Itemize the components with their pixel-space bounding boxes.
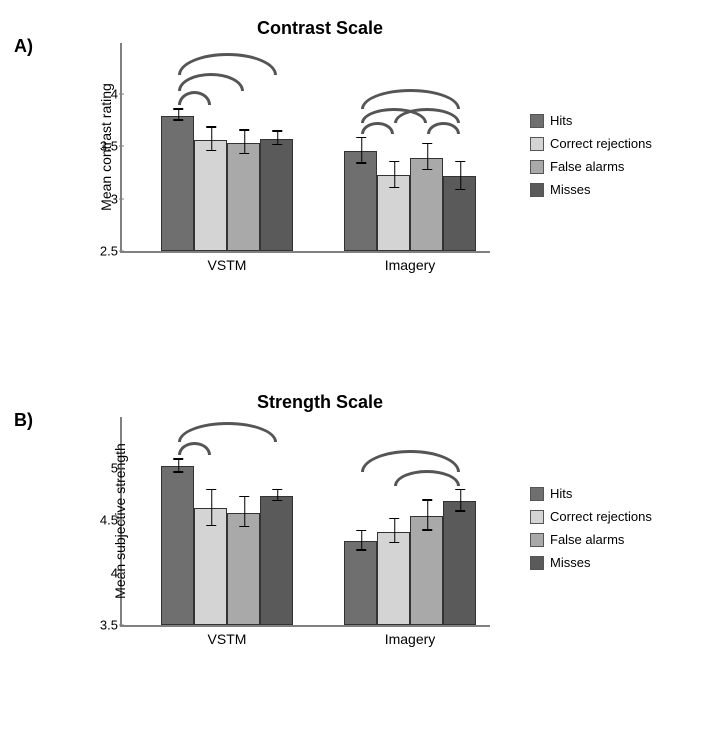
legend-swatch: [530, 533, 544, 547]
legend-item: False alarms: [530, 532, 652, 547]
significance-arc: [427, 122, 460, 134]
chart-b: Strength Scale Mean subjective strength …: [120, 392, 520, 627]
x-group-label: Imagery: [385, 631, 436, 647]
y-tick: 5: [78, 460, 118, 475]
bar: [260, 139, 293, 251]
y-tick: 4: [78, 565, 118, 580]
bar: [227, 143, 260, 251]
bar: [344, 151, 377, 251]
error-bar: [394, 161, 396, 188]
legend-item: Hits: [530, 486, 652, 501]
legend-b: Hits Correct rejections False alarms Misses: [530, 478, 652, 578]
chart-a: Contrast Scale Mean contrast rating 2.53…: [120, 18, 520, 253]
bar: [443, 501, 476, 625]
legend-swatch: [530, 556, 544, 570]
significance-arc: [178, 73, 244, 91]
legend-swatch: [530, 160, 544, 174]
chart-b-title: Strength Scale: [120, 392, 520, 413]
bar: [194, 508, 227, 625]
bar: [161, 116, 194, 251]
error-bar: [178, 108, 180, 121]
legend-swatch: [530, 510, 544, 524]
chart-b-plot: Mean subjective strength 3.544.55VSTMIma…: [120, 417, 490, 627]
bar: [344, 541, 377, 625]
x-group-label: VSTM: [208, 257, 247, 273]
legend-swatch: [530, 487, 544, 501]
error-bar: [394, 518, 396, 543]
error-bar: [277, 489, 279, 502]
legend-item: Correct rejections: [530, 136, 652, 151]
legend-label: Hits: [550, 113, 572, 128]
significance-arc: [361, 122, 394, 134]
error-bar: [460, 161, 462, 190]
error-bar: [277, 130, 279, 145]
bar: [194, 140, 227, 251]
x-group-label: VSTM: [208, 631, 247, 647]
significance-arc: [361, 450, 460, 472]
error-bar: [211, 126, 213, 151]
error-bar: [460, 489, 462, 512]
significance-arc: [178, 91, 211, 105]
error-bar: [178, 458, 180, 473]
x-group-label: Imagery: [385, 257, 436, 273]
error-bar: [244, 496, 246, 528]
legend-label: False alarms: [550, 159, 624, 174]
error-bar: [361, 530, 363, 551]
legend-label: Misses: [550, 182, 590, 197]
legend-item: Correct rejections: [530, 509, 652, 524]
significance-arc: [178, 53, 277, 75]
legend-item: Misses: [530, 182, 652, 197]
y-tick: 2.5: [78, 244, 118, 259]
chart-a-title: Contrast Scale: [120, 18, 520, 39]
legend-label: Hits: [550, 486, 572, 501]
bar: [161, 466, 194, 625]
bar: [377, 175, 410, 251]
chart-a-plot: Mean contrast rating 2.533.54VSTMImagery: [120, 43, 490, 253]
legend-a: Hits Correct rejections False alarms Misses: [530, 105, 652, 205]
y-tick: 4.5: [78, 513, 118, 528]
significance-arc: [394, 470, 460, 486]
legend-item: False alarms: [530, 159, 652, 174]
error-bar: [427, 143, 429, 170]
bar: [260, 496, 293, 625]
bar: [443, 176, 476, 251]
y-tick: 4: [78, 86, 118, 101]
bar: [410, 516, 443, 625]
legend-label: False alarms: [550, 532, 624, 547]
legend-label: Correct rejections: [550, 509, 652, 524]
bar: [410, 158, 443, 251]
legend-swatch: [530, 114, 544, 128]
legend-item: Hits: [530, 113, 652, 128]
y-tick: 3.5: [78, 618, 118, 633]
legend-label: Misses: [550, 555, 590, 570]
legend-swatch: [530, 137, 544, 151]
error-bar: [427, 499, 429, 531]
error-bar: [211, 489, 213, 527]
bar: [377, 532, 410, 625]
legend-label: Correct rejections: [550, 136, 652, 151]
significance-arc: [178, 422, 277, 442]
legend-swatch: [530, 183, 544, 197]
y-tick: 3.5: [78, 139, 118, 154]
significance-arc: [178, 442, 211, 455]
panel-b-label: B): [14, 410, 33, 431]
bar: [227, 513, 260, 625]
legend-item: Misses: [530, 555, 652, 570]
error-bar: [244, 129, 246, 154]
panel-a-label: A): [14, 36, 33, 57]
y-tick: 3: [78, 191, 118, 206]
error-bar: [361, 137, 363, 164]
significance-arc: [361, 89, 460, 109]
